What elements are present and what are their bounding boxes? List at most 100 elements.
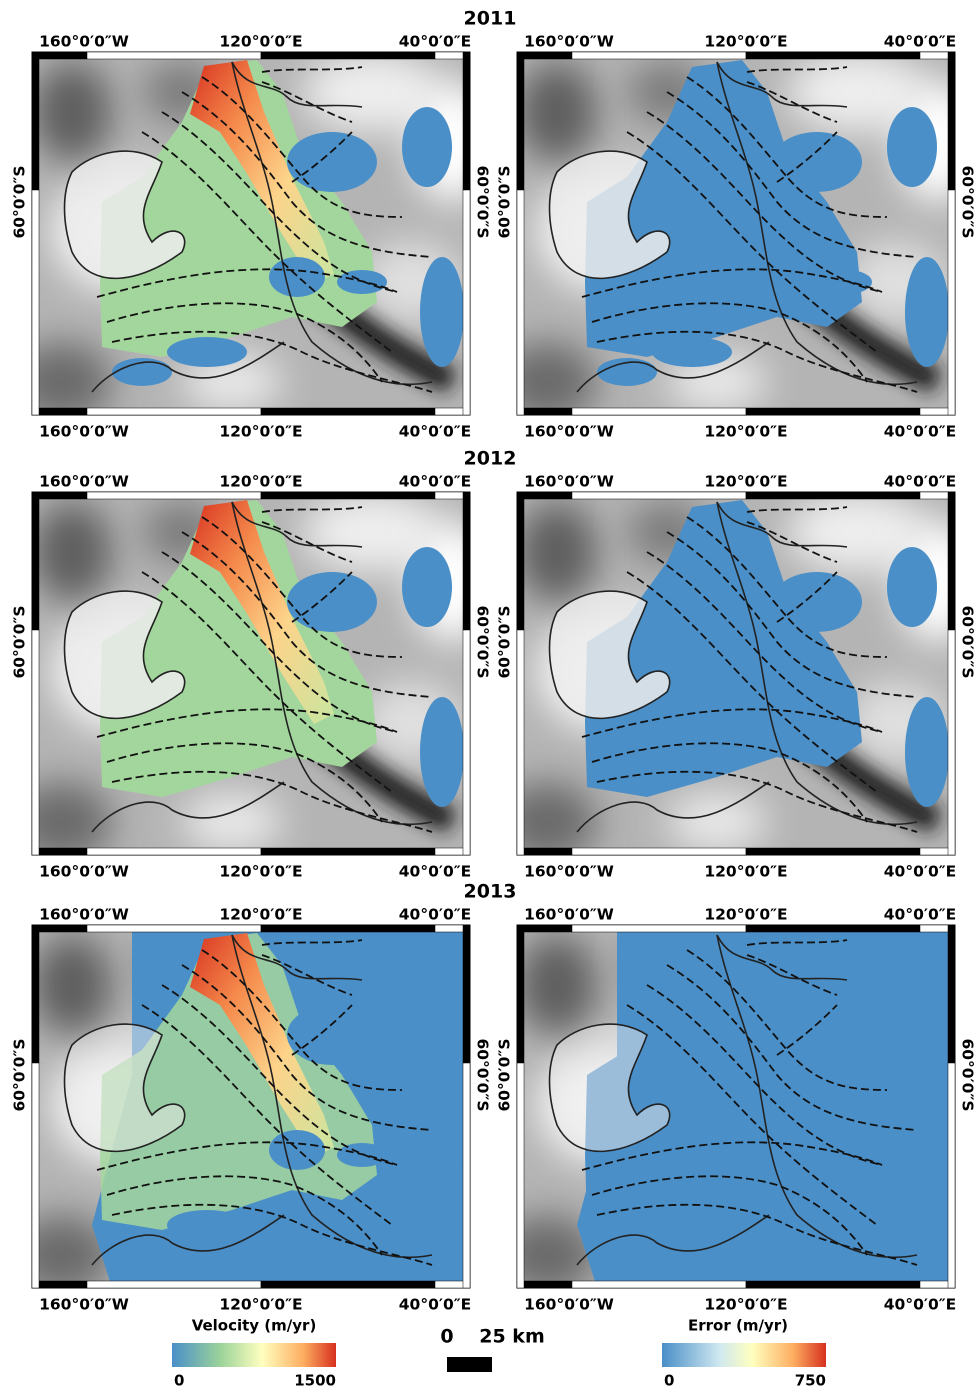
ice-patch xyxy=(287,132,377,192)
lat-label: 60°0′0″S xyxy=(474,605,492,678)
ice-patch xyxy=(772,1005,862,1065)
map xyxy=(12,492,492,862)
lat-label: 60°0′0″S xyxy=(474,1038,492,1111)
colorbar-tick-label: 0 xyxy=(664,1372,674,1390)
lon-label: 40°0′0″E xyxy=(399,423,472,441)
ice-patch xyxy=(402,107,452,187)
map xyxy=(497,925,977,1295)
ice-patch xyxy=(887,547,937,627)
frame-strip xyxy=(517,925,572,932)
lon-label: 40°0′0″E xyxy=(399,906,472,924)
ice-patch xyxy=(287,572,377,632)
frame-strip xyxy=(261,1281,435,1288)
scale-label: 25 km xyxy=(479,1326,545,1348)
lat-label: 60°0′0″S xyxy=(959,605,977,678)
lat-label: 60°0′0″S xyxy=(959,1038,977,1111)
error-panel xyxy=(497,925,977,1295)
lon-label: 160°0′0″W xyxy=(39,33,129,51)
lon-label: 40°0′0″E xyxy=(884,863,957,881)
terrain-blob xyxy=(517,502,597,602)
ice-patch xyxy=(269,257,325,297)
lon-label: 160°0′0″W xyxy=(524,423,614,441)
lon-label: 160°0′0″W xyxy=(524,33,614,51)
frame-strip xyxy=(463,1063,470,1288)
ice-patch xyxy=(269,1130,325,1170)
colorbar-tick-label: 750 xyxy=(795,1372,826,1390)
frame-strip xyxy=(517,52,572,59)
frame-strip xyxy=(32,925,39,1063)
ice-patch xyxy=(754,257,810,297)
frame-strip xyxy=(87,925,261,932)
lon-label: 40°0′0″E xyxy=(884,33,957,51)
frame-strip xyxy=(32,52,39,190)
frame-strip xyxy=(463,925,470,1063)
lat-label: 60°0′0″S xyxy=(11,1038,29,1111)
lon-label: 120°0′0″E xyxy=(704,863,787,881)
frame-strip xyxy=(261,408,435,415)
colorbar xyxy=(172,1343,336,1367)
lon-label: 160°0′0″W xyxy=(39,863,129,881)
lat-label: 60°0′0″S xyxy=(959,165,977,238)
lon-label: 40°0′0″E xyxy=(884,473,957,491)
frame-strip xyxy=(32,925,87,932)
colorbar xyxy=(662,1343,826,1367)
frame-strip xyxy=(87,1281,261,1288)
lon-label: 40°0′0″E xyxy=(399,33,472,51)
frame-strip xyxy=(32,492,39,630)
terrain-blob xyxy=(667,792,767,852)
lon-label: 120°0′0″E xyxy=(704,423,787,441)
ice-patch xyxy=(652,1210,732,1240)
lat-label: 60°0′0″S xyxy=(11,605,29,678)
ice-patch xyxy=(887,107,937,187)
lon-label: 40°0′0″E xyxy=(884,423,957,441)
lon-label: 160°0′0″W xyxy=(524,863,614,881)
lon-label: 40°0′0″E xyxy=(884,906,957,924)
frame-strip xyxy=(746,848,920,855)
map xyxy=(12,52,492,422)
error-panel xyxy=(497,52,977,422)
frame-strip xyxy=(572,408,746,415)
frame-strip xyxy=(517,190,524,415)
frame-strip xyxy=(32,1063,39,1288)
lon-label: 120°0′0″E xyxy=(219,473,302,491)
frame-strip xyxy=(463,52,470,190)
lat-label: 60°0′0″S xyxy=(474,165,492,238)
ice-patch xyxy=(905,1130,949,1240)
lon-label: 160°0′0″W xyxy=(39,423,129,441)
frame-strip xyxy=(746,1281,920,1288)
frame-strip xyxy=(948,492,955,630)
frame-strip xyxy=(572,1281,746,1288)
ice-patch xyxy=(420,257,464,367)
frame-strip xyxy=(32,492,87,499)
ice-patch xyxy=(887,980,937,1060)
terrain-blob xyxy=(517,935,597,1035)
ice-patch xyxy=(772,572,862,632)
velocity-panel xyxy=(12,52,492,422)
lon-label: 160°0′0″W xyxy=(524,1296,614,1314)
lon-label: 160°0′0″W xyxy=(39,473,129,491)
frame-strip xyxy=(517,492,572,499)
ice-patch xyxy=(402,980,452,1060)
ice-patch xyxy=(754,1130,810,1170)
frame-strip xyxy=(572,848,746,855)
scale-bar xyxy=(447,1357,492,1372)
legend-title: Error (m/yr) xyxy=(688,1317,788,1335)
frame-strip xyxy=(32,630,39,855)
error-panel xyxy=(497,492,977,862)
velocity-panel xyxy=(12,492,492,862)
lon-label: 40°0′0″E xyxy=(399,473,472,491)
lon-label: 120°0′0″E xyxy=(219,1296,302,1314)
page: {"figure": { "rows": [{"year": "2011"}, … xyxy=(0,0,979,1394)
frame-strip xyxy=(32,1281,87,1288)
frame-strip xyxy=(517,1063,524,1288)
lon-label: 160°0′0″W xyxy=(39,906,129,924)
lon-label: 40°0′0″E xyxy=(399,1296,472,1314)
frame-strip xyxy=(261,52,435,59)
lon-label: 120°0′0″E xyxy=(219,863,302,881)
ice-patch xyxy=(772,132,862,192)
terrain-blob xyxy=(32,62,112,162)
map xyxy=(497,52,977,422)
figure: 2011 160°0′0″W 160°0′0″W 120°0′0″E 120°0′0″E… xyxy=(0,0,979,1394)
lon-label: 120°0′0″E xyxy=(219,33,302,51)
year-title: 2011 xyxy=(464,8,517,30)
